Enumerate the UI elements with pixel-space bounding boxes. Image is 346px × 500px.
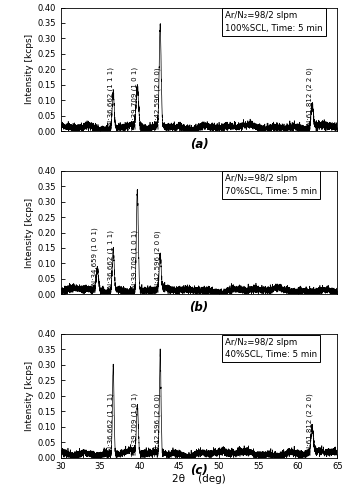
Y-axis label: Intensity [kcps]: Intensity [kcps] [25, 360, 34, 430]
Text: Ar/N₂=98/2 slpm
40%SCL, Time: 5 min: Ar/N₂=98/2 slpm 40%SCL, Time: 5 min [225, 338, 317, 359]
Text: TiN:36.662 (1 1 1): TiN:36.662 (1 1 1) [107, 230, 114, 294]
Y-axis label: Intensity [kcps]: Intensity [kcps] [25, 34, 34, 104]
Text: (b): (b) [189, 301, 209, 314]
Text: TiN:39.709 (1 0 1): TiN:39.709 (1 0 1) [131, 230, 138, 294]
Text: TiN:36.662 (1 1 1): TiN:36.662 (1 1 1) [107, 393, 114, 457]
Text: TiN:61.812 (2 2 0): TiN:61.812 (2 2 0) [306, 393, 313, 457]
Text: TiN:42.596 (2 0 0): TiN:42.596 (2 0 0) [154, 230, 161, 294]
X-axis label: 2θ    (deg): 2θ (deg) [172, 474, 226, 484]
Y-axis label: Intensity [kcps]: Intensity [kcps] [25, 198, 34, 268]
Text: TiN:42.596 (2 0 0): TiN:42.596 (2 0 0) [154, 67, 161, 130]
Text: (a): (a) [190, 138, 208, 151]
Text: (c): (c) [190, 464, 208, 477]
Text: TiN:61.812 (2 2 0): TiN:61.812 (2 2 0) [306, 67, 313, 130]
Text: TiN:39.709 (1 0 1): TiN:39.709 (1 0 1) [131, 393, 138, 457]
Text: TiN:42.596 (2 0 0): TiN:42.596 (2 0 0) [154, 394, 161, 457]
Text: Ar/N₂=98/2 slpm
70%SCL, Time: 5 min: Ar/N₂=98/2 slpm 70%SCL, Time: 5 min [225, 174, 317, 196]
Text: TiN:36.662 (1 1 1): TiN:36.662 (1 1 1) [107, 66, 114, 130]
Text: Ti₂N:34.659 (1 0 1): Ti₂N:34.659 (1 0 1) [91, 227, 98, 294]
Text: Ar/N₂=98/2 slpm
100%SCL, Time: 5 min: Ar/N₂=98/2 slpm 100%SCL, Time: 5 min [225, 11, 323, 32]
Text: TiN:39.709 (1 0 1): TiN:39.709 (1 0 1) [131, 66, 138, 130]
